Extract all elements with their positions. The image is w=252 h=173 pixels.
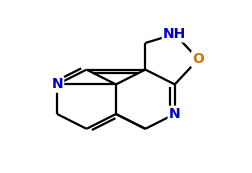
Text: NH: NH — [163, 27, 186, 41]
Text: O: O — [192, 52, 203, 66]
Text: N: N — [168, 107, 180, 121]
Text: N: N — [51, 77, 63, 91]
